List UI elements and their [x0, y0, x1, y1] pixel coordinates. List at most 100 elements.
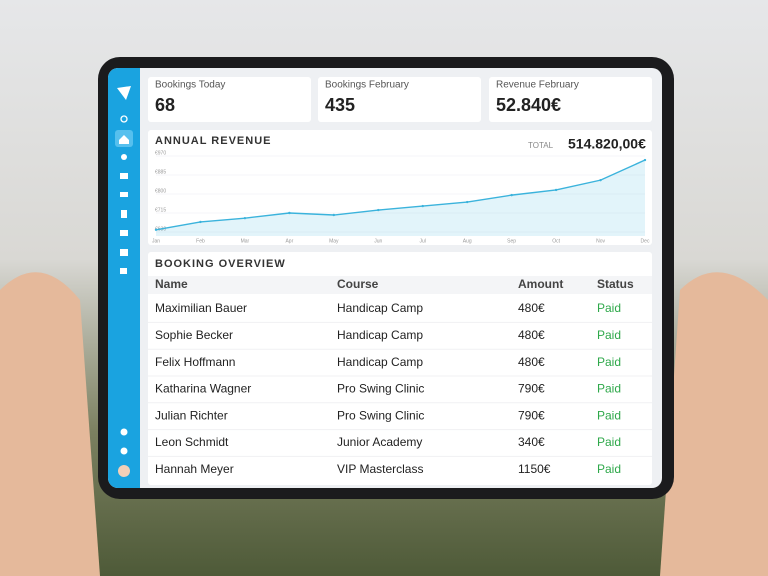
stat-cards: Bookings Today 68 Bookings February 435 Reve… — [148, 77, 652, 122]
table-cell: 1150€ — [518, 462, 551, 476]
table-cell: 790€ — [518, 382, 545, 396]
revenue-point — [243, 216, 247, 220]
table-cell: Handicap Camp — [337, 355, 423, 369]
table-cell: Maximilian Bauer — [155, 301, 247, 315]
x-tick-label: Jul — [420, 238, 426, 244]
column-header: Course — [337, 277, 379, 291]
table-cell: 480€ — [518, 301, 545, 315]
revenue-point — [465, 200, 469, 204]
table-cell: 480€ — [518, 355, 545, 369]
revenue-point — [288, 211, 291, 215]
logo-icon — [117, 86, 131, 100]
revenue-area — [156, 160, 645, 236]
total-label: TOTAL — [528, 141, 554, 150]
revenue-line — [155, 159, 646, 231]
y-tick-label: €715 — [155, 207, 166, 213]
contacts-icon[interactable] — [120, 173, 128, 179]
sidebar-icons — [115, 86, 133, 477]
table-title: BOOKING OVERVIEW — [155, 258, 286, 270]
user-icon[interactable] — [121, 154, 127, 160]
table-cell: Felix Hoffmann — [155, 355, 235, 369]
status-cell: Paid — [597, 328, 621, 342]
booking-table: Name Course Amount Status Maximilian Bauer Ha… — [148, 277, 652, 476]
left-hand — [0, 272, 100, 576]
status-cell: Paid — [597, 408, 621, 422]
document-icon[interactable] — [121, 210, 127, 218]
home-icon[interactable] — [119, 135, 129, 144]
bank-icon[interactable] — [120, 249, 128, 256]
x-tick-label: Nov — [596, 238, 605, 244]
status-cell: Paid — [597, 462, 621, 476]
stat-value: 435 — [325, 95, 355, 115]
stat-card — [148, 77, 311, 122]
y-tick-label: €885 — [155, 169, 166, 175]
stat-value: 52.840€ — [496, 95, 561, 115]
x-tick-label: Jan — [152, 238, 160, 244]
table-cell: Handicap Camp — [337, 301, 423, 315]
stat-label: Bookings February — [325, 80, 409, 91]
mail-icon[interactable] — [120, 192, 128, 197]
table-cell: Julian Richter — [155, 408, 228, 422]
x-tick-label: Oct — [552, 238, 560, 244]
revenue-point — [554, 188, 558, 192]
column-header: Name — [155, 277, 188, 291]
settings-icon[interactable] — [120, 428, 128, 436]
table-cell: VIP Masterclass — [337, 462, 423, 476]
table-cell: Leon Schmidt — [155, 435, 229, 449]
help-icon[interactable] — [120, 447, 128, 455]
column-header: Amount — [518, 277, 563, 291]
table-card — [148, 252, 652, 485]
chart-card — [148, 130, 652, 245]
right-hand — [660, 272, 768, 576]
x-tick-label: Feb — [196, 238, 205, 244]
y-tick-label: €970 — [155, 150, 166, 156]
x-tick-label: Mar — [241, 238, 250, 244]
revenue-point — [377, 208, 380, 212]
table-cell: Pro Swing Clinic — [337, 408, 424, 422]
status-cell: Paid — [597, 435, 621, 449]
x-tick-label: Jun — [374, 238, 382, 244]
revenue-point — [421, 204, 424, 208]
table-cell: 790€ — [518, 408, 545, 422]
revenue-point — [199, 220, 202, 224]
stat-card — [318, 77, 481, 122]
x-tick-label: May — [329, 238, 339, 244]
table-header-bg — [148, 276, 652, 294]
table-cell: 480€ — [518, 328, 545, 342]
x-tick-label: Apr — [285, 238, 293, 244]
status-cell: Paid — [597, 382, 621, 396]
stat-label: Revenue February — [496, 80, 579, 91]
y-tick-label: €800 — [155, 188, 166, 194]
revenue-point — [599, 178, 602, 182]
stat-value: 68 — [155, 95, 175, 115]
x-tick-label: Aug — [463, 238, 472, 244]
column-header: Status — [597, 277, 634, 291]
x-tick-label: Sep — [507, 238, 516, 244]
revenue-point — [510, 193, 513, 197]
tag-icon[interactable] — [120, 268, 127, 274]
status-cell: Paid — [597, 301, 621, 315]
stat-label: Bookings Today — [155, 80, 225, 91]
table-cell: Hannah Meyer — [155, 462, 234, 476]
stat-card — [489, 77, 652, 122]
table-cell: Pro Swing Clinic — [337, 382, 424, 396]
revenue-point — [332, 213, 336, 217]
total-value: 514.820,00€ — [568, 136, 646, 152]
table-cell: Sophie Becker — [155, 328, 233, 342]
table-cell: Junior Academy — [337, 435, 422, 449]
sidebar — [108, 68, 140, 488]
cart-icon[interactable] — [120, 230, 128, 236]
avatar[interactable] — [118, 465, 130, 477]
chart-title: ANNUAL REVENUE — [155, 135, 271, 147]
table-cell: Katharina Wagner — [155, 382, 251, 396]
revenue-point — [154, 228, 158, 231]
search-icon[interactable] — [120, 115, 128, 123]
revenue-point — [643, 158, 647, 162]
x-tick-label: Dec — [641, 238, 650, 244]
status-cell: Paid — [597, 355, 621, 369]
table-cell: Handicap Camp — [337, 328, 423, 342]
table-cell: 340€ — [518, 435, 545, 449]
